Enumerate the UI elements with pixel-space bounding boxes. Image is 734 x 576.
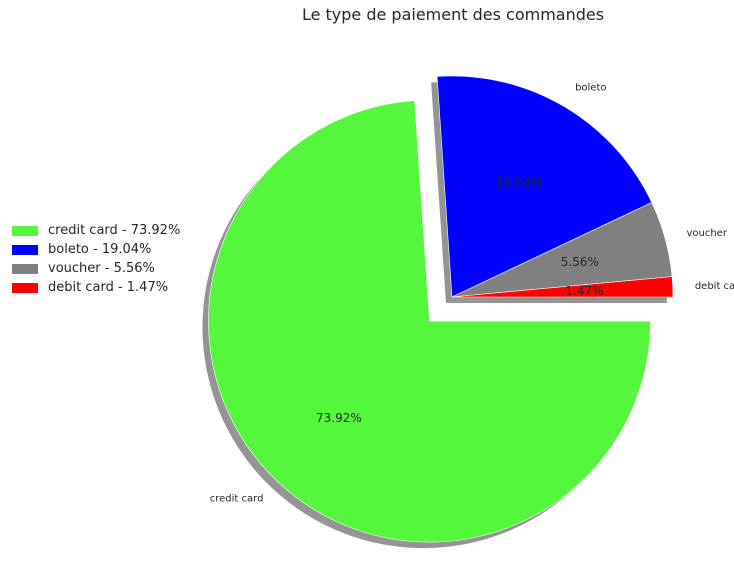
pct-label-voucher: 5.56% bbox=[561, 255, 599, 269]
percent-labels: 73.92% 19.04% 5.56% 1.47% bbox=[316, 176, 603, 425]
legend-label: credit card - 73.92% bbox=[48, 223, 181, 238]
pct-label-debit-card: 1.47% bbox=[565, 284, 603, 298]
legend-item-voucher: voucher - 5.56% bbox=[12, 259, 180, 278]
slice-credit-card bbox=[208, 100, 651, 543]
slice-boleto bbox=[436, 75, 653, 298]
legend-swatch bbox=[12, 244, 38, 255]
legend-label: debit card - 1.47% bbox=[48, 280, 169, 295]
pct-label-boleto: 19.04% bbox=[496, 176, 542, 190]
legend-item-debit-card: debit card - 1.47% bbox=[12, 278, 180, 297]
slice-label-credit-card: credit card bbox=[210, 494, 264, 505]
slice-labels: credit card boleto voucher debit card bbox=[210, 82, 734, 504]
legend-item-boleto: boleto - 19.04% bbox=[12, 240, 180, 259]
legend: credit card - 73.92% boleto - 19.04% vouch… bbox=[12, 221, 180, 297]
legend-label: voucher - 5.56% bbox=[48, 261, 155, 276]
slices bbox=[208, 75, 674, 543]
legend-swatch bbox=[12, 263, 38, 274]
slice-label-voucher: voucher bbox=[686, 228, 727, 239]
slice-label-debit-card: debit card bbox=[695, 281, 734, 292]
legend-swatch bbox=[12, 282, 38, 293]
legend-swatch bbox=[12, 225, 38, 236]
slice-label-boleto: boleto bbox=[575, 82, 606, 93]
legend-label: boleto - 19.04% bbox=[48, 242, 152, 257]
legend-item-credit-card: credit card - 73.92% bbox=[12, 221, 180, 240]
slice-debit-card bbox=[451, 276, 674, 298]
pct-label-credit-card: 73.92% bbox=[316, 411, 362, 425]
chart-title: Le type de paiement des commandes bbox=[302, 5, 604, 24]
